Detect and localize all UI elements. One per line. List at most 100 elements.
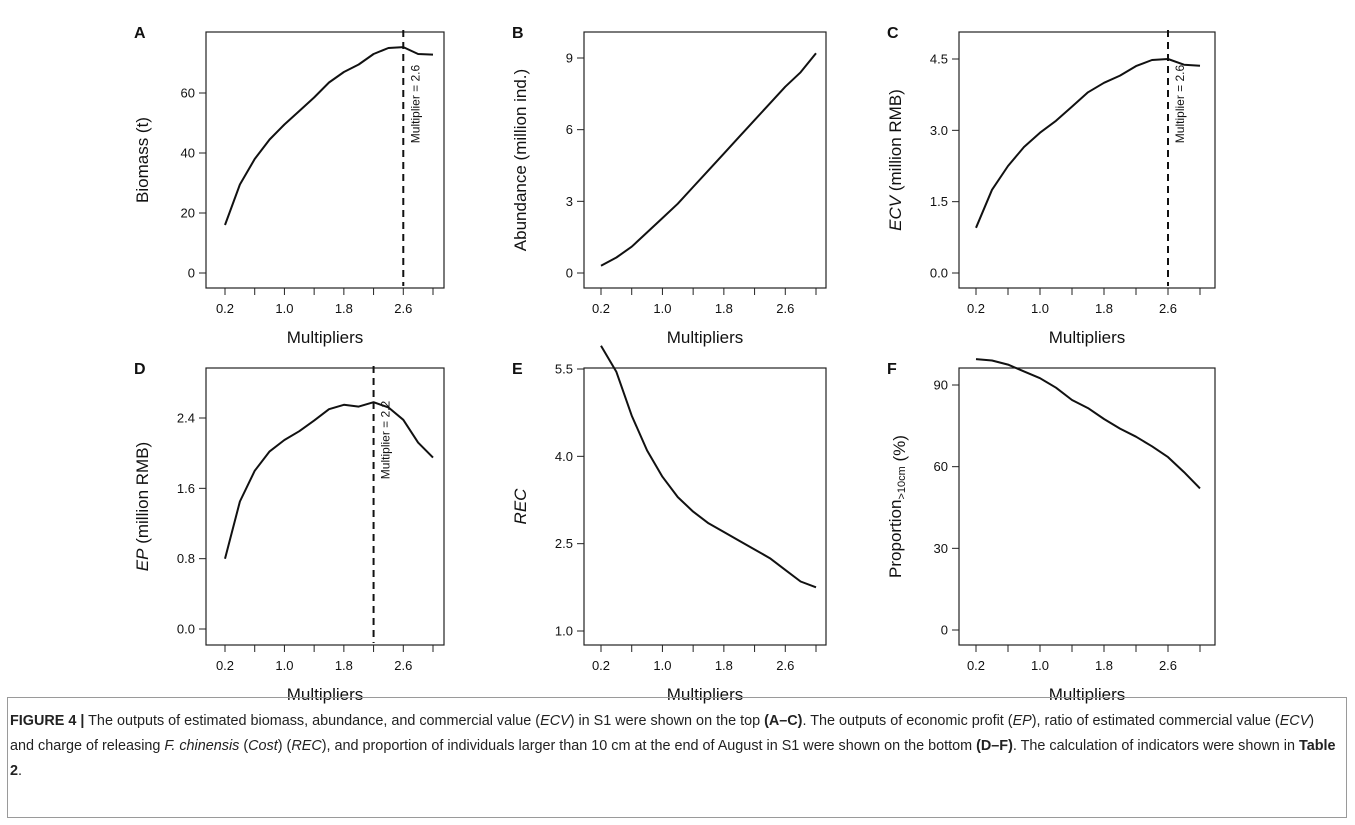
x-tick-label: 2.6 [1159,301,1177,316]
caption-run: ECV [540,713,570,729]
caption-run: . [18,763,23,779]
y-tick-label: 6 [566,122,573,137]
caption-run: EP [1012,713,1032,729]
x-tick-label: 2.6 [394,301,412,316]
y-tick-label: 1.0 [555,624,573,639]
reference-line-label: Multiplier = 2.2 [379,400,393,479]
x-axis-label: Multipliers [1049,328,1126,347]
y-axis-label: ECV (million RMB) [886,89,905,231]
y-tick-label: 40 [181,146,195,161]
x-tick-label: 1.0 [275,301,293,316]
y-axis-label-part: Abundance (million ind.) [511,69,530,251]
series-line [975,358,1201,490]
y-tick-label: 0 [566,266,573,281]
y-tick-label: 3.0 [930,123,948,138]
y-axis-label-part: >10cm [896,466,908,499]
x-axis-label: Multipliers [667,685,744,704]
x-tick-label: 1.8 [335,301,353,316]
x-tick-label: 1.0 [1031,658,1049,673]
x-tick-label: 0.2 [592,301,610,316]
y-tick-label: 9 [566,51,573,66]
x-tick-label: 1.0 [275,658,293,673]
y-tick-label: 60 [181,86,195,101]
panel-letter: C [887,25,899,42]
series-line [600,345,817,589]
caption-run: F. chinensis [164,738,240,754]
y-tick-label: 0.8 [177,551,195,566]
caption-frame [7,697,1347,818]
caption-run: Table 2 [10,738,1336,779]
chart-panel-B: B 0.2 1.0 1.8 2.6 Multipliers 0 3 6 9 Abundance (m… [511,25,827,347]
y-tick-label: 0.0 [930,266,948,281]
chart-panel-D: D 0.2 1.0 1.8 2.6 Multipliers 0.0 0.8 1.6 2.4 EP (… [133,361,445,704]
series-line [975,58,1201,229]
series-line [224,46,434,226]
chart-panel-E: E 0.2 1.0 1.8 2.6 Multipliers 1.0 2.5 4.0 5.5 REC [511,345,827,704]
y-axis-label: Abundance (million ind.) [511,69,530,251]
y-axis-label: Biomass (t) [133,117,152,203]
chart-panel-A: A 0.2 1.0 1.8 2.6 Multipliers 0 20 40 60 Biomass (… [133,25,445,347]
caption-run: ( [239,738,249,754]
y-axis-label-part: Proportion [886,500,905,578]
panel-letter: A [134,25,146,42]
y-axis-label-part: REC [511,488,530,525]
chart-panel-C: C 0.2 1.0 1.8 2.6 Multipliers 0.0 1.5 3.0 4.5 ECV … [886,25,1216,347]
caption-run: (D–F) [976,738,1013,754]
plot-frame [958,367,1216,646]
y-tick-label: 60 [934,459,948,474]
y-tick-label: 0.0 [177,622,195,637]
x-tick-label: 1.8 [1095,658,1113,673]
panel-letter: D [134,361,146,378]
x-tick-label: 1.8 [715,301,733,316]
y-axis-label-part: (%) [890,435,909,466]
caption-run: Cost [248,738,278,754]
y-tick-label: 2.5 [555,536,573,551]
panel-letter: B [512,25,524,42]
caption-run: ) and charge of releasing [10,713,1315,754]
caption-run: ), and proportion of individuals larger … [321,738,977,754]
x-axis-label: Multipliers [667,328,744,347]
x-tick-label: 0.2 [216,301,234,316]
y-axis-label-part: (million RMB) [886,89,905,196]
y-axis-label-part: (million RMB) [133,442,152,549]
caption-run: (A–C) [764,713,803,729]
y-tick-label: 0 [941,623,948,638]
caption-run: ) in S1 were shown on the top [569,713,765,729]
caption-run: The outputs of estimated biomass, abunda… [84,713,541,729]
series-line [224,401,434,559]
x-axis-label: Multipliers [287,328,364,347]
y-tick-label: 90 [934,378,948,393]
x-tick-label: 0.2 [967,658,985,673]
x-axis-label: Multipliers [1049,685,1126,704]
plot-frame [958,31,1216,289]
panel-letter: F [887,361,897,378]
x-tick-label: 1.8 [1095,301,1113,316]
caption-run: FIGURE 4 | [10,713,85,729]
x-tick-label: 2.6 [1159,658,1177,673]
y-tick-label: 5.5 [555,362,573,377]
x-axis-label: Multipliers [287,685,364,704]
y-axis-label: REC [511,488,530,525]
x-tick-label: 1.8 [335,658,353,673]
y-axis-label: Proportion>10cm (%) [886,435,909,578]
y-tick-label: 4.5 [930,52,948,67]
plot-frame [583,367,827,646]
y-tick-label: 1.6 [177,481,195,496]
x-tick-label: 1.0 [653,658,671,673]
figure-caption: FIGURE 4 | The outputs of estimated biom… [10,709,1340,784]
y-tick-label: 3 [566,194,573,209]
plot-frame [205,367,445,646]
y-axis-label-part: ECV [886,194,905,231]
caption-run: ), ratio of estimated commercial value ( [1031,713,1280,729]
reference-line-label: Multiplier = 2.6 [408,64,422,143]
x-tick-label: 1.0 [1031,301,1049,316]
x-tick-label: 0.2 [592,658,610,673]
series-line [600,52,817,267]
x-tick-label: 0.2 [216,658,234,673]
y-tick-label: 20 [181,206,195,221]
x-tick-label: 2.6 [776,658,794,673]
y-tick-label: 1.5 [930,194,948,209]
plot-frame [583,31,827,289]
caption-run: REC [291,738,322,754]
